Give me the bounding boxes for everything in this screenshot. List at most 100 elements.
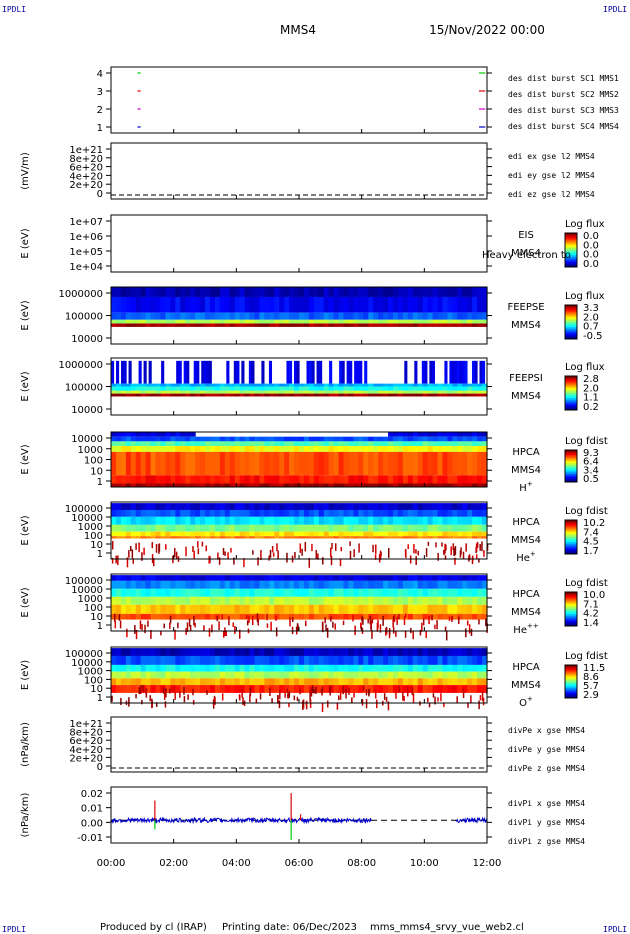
heatmap-speck: [362, 685, 365, 691]
heatmap-cell: [254, 386, 261, 391]
heatmap-cell: [254, 524, 261, 532]
heatmap-cell: [303, 685, 310, 693]
heatmap-cell: [185, 451, 191, 476]
heatmap-cell: [422, 441, 429, 447]
heatmap-cell: [299, 475, 305, 484]
heatmap-cell: [224, 516, 231, 525]
heatmap-cell: [427, 509, 434, 517]
heatmap-cell: [373, 287, 379, 297]
heatmap-speck: [208, 555, 210, 564]
heatmap-cell: [412, 613, 419, 620]
heatmap-cell: [427, 596, 434, 605]
heatmap-cell: [125, 312, 132, 320]
panel-2-ytick-label: 1e+06: [69, 232, 103, 243]
heatmap-cell: [482, 575, 488, 581]
heatmap-cell: [264, 383, 270, 387]
heatmap-cell: [244, 483, 251, 487]
heatmap-cell: [209, 613, 216, 620]
heatmap-cell: [412, 393, 419, 397]
heatmap-cell: [155, 580, 162, 589]
heatmap-speck: [163, 623, 165, 629]
heatmap-cell: [348, 524, 355, 532]
heatmap-cell: [269, 671, 275, 679]
heatmap-cell: [200, 604, 206, 614]
heatmap-cell: [284, 312, 290, 320]
panel-1-ytick-label: 1e+21: [69, 145, 103, 156]
heatmap-cell: [190, 531, 196, 537]
heatmap-speck: [485, 618, 487, 627]
heatmap-cell: [368, 383, 374, 387]
heatmap-cell: [452, 287, 458, 297]
heatmap-cell: [274, 575, 280, 581]
heatmap-cell: [150, 503, 157, 510]
heatmap-cell: [120, 432, 127, 437]
heatmap-cell: [328, 648, 335, 656]
panel-3-instrument-label: MMS4: [511, 320, 541, 331]
heatmap-cell: [323, 503, 330, 510]
heatmap-cell: [219, 648, 226, 656]
heatmap-cell: [457, 531, 463, 537]
heatmap-cell: [343, 475, 350, 484]
heatmap-cell: [195, 475, 201, 484]
heatmap-cell: [294, 323, 300, 327]
heatmap-cell: [338, 319, 345, 324]
heatmap-cell: [353, 588, 359, 597]
heatmap-cell: [249, 446, 256, 452]
heatmap-cell: [120, 287, 127, 297]
heatmap-speck: [354, 625, 356, 635]
heatmap-cell: [388, 393, 394, 397]
heatmap-cell: [308, 531, 315, 537]
panel-1-ytick-label: 6e+20: [69, 163, 103, 174]
heatmap-cell: [229, 648, 236, 656]
heatmap-cell: [402, 536, 409, 539]
heatmap-cell: [358, 671, 364, 679]
heatmap-cell: [120, 503, 127, 510]
heatmap-speck: [382, 615, 384, 626]
heatmap-cell: [135, 393, 142, 397]
heatmap-cell: [249, 383, 256, 387]
colorbar-segment: [565, 310, 577, 313]
colorbar-segment: [565, 550, 577, 553]
heatmap-cell: [442, 531, 449, 537]
heatmap-cell: [318, 531, 325, 537]
heatmap-cell: [402, 475, 409, 484]
heatmap-cell: [447, 393, 453, 397]
heatmap-cell: [200, 580, 206, 589]
heatmap-speck: [203, 625, 205, 631]
heatmap-cell: [333, 483, 340, 487]
heatmap-cell: [254, 678, 261, 686]
panel-8-colorbar-tick: 5.7: [583, 681, 599, 692]
heatmap-cell: [175, 516, 181, 525]
heatmap-cell: [195, 323, 201, 327]
heatmap-cell: [338, 503, 345, 510]
heatmap-cell: [338, 475, 345, 484]
heatmap-cell: [145, 393, 152, 397]
heatmap-cell: [160, 319, 167, 324]
heatmap-cell: [209, 580, 216, 589]
heatmap-cell: [135, 383, 142, 387]
panel-8-ytick-label: 100000: [65, 649, 103, 660]
heatmap-speck: [453, 685, 455, 692]
heatmap-cell: [219, 588, 226, 597]
heatmap-cell: [145, 383, 152, 387]
heatmap-cell: [353, 664, 359, 672]
heatmap-cell: [190, 393, 196, 397]
heatmap-speck: [304, 541, 307, 552]
heatmap-cell: [437, 319, 444, 324]
heatmap-speck: [185, 546, 187, 557]
heatmap-cell: [125, 516, 132, 525]
heatmap-cell: [115, 393, 122, 397]
heatmap-cell: [333, 604, 340, 614]
heatmap-cell: [299, 580, 305, 589]
heatmap-cell: [333, 655, 340, 665]
heatmap-cell: [279, 516, 285, 525]
heatmap-cell: [353, 323, 359, 327]
heatmap-cell: [165, 383, 171, 387]
heatmap-cell: [348, 655, 355, 665]
heatmap-speck: [468, 624, 471, 634]
spacecraft-title: MMS4: [280, 23, 316, 37]
heatmap-cell: [299, 451, 305, 476]
heatmap-cell: [373, 312, 379, 320]
heatmap-speck: [175, 551, 178, 560]
heatmap-cell: [111, 319, 117, 324]
